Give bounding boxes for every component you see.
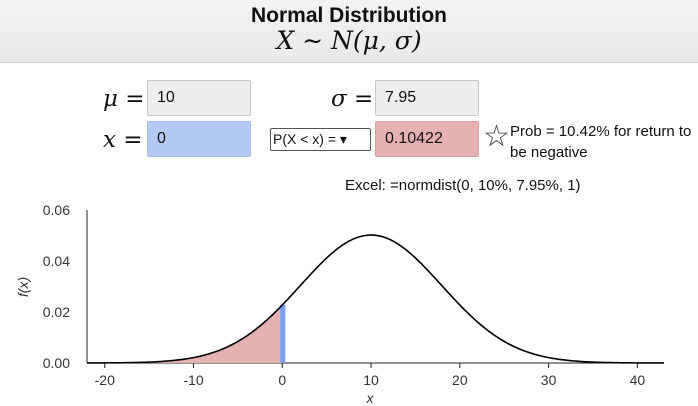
density-chart: 0.00 0.02 0.04 0.06 -20 -10 0 10 20 30 40 f(x) x <box>15 202 665 406</box>
x-tick-label: -20 <box>95 372 115 388</box>
mu-equals: = <box>125 86 145 112</box>
mu-label: μ = <box>103 86 145 112</box>
y-axis-label: f(x) <box>15 277 31 297</box>
mu-input[interactable] <box>147 80 251 116</box>
density-curve <box>87 234 665 364</box>
y-axis: 0.00 0.02 0.04 0.06 <box>43 202 88 371</box>
x-input[interactable] <box>147 121 251 157</box>
x-axis-label: x <box>366 390 375 406</box>
y-tick-label: 0.04 <box>43 253 70 269</box>
x-tick-label: 10 <box>363 372 379 388</box>
sigma-symbol: σ <box>331 86 347 112</box>
shaded-area-left-tail <box>87 304 283 363</box>
excel-formula-note: Excel: =normdist(0, 10%, 7.95%, 1) <box>345 177 581 194</box>
probability-result-field[interactable] <box>375 121 479 157</box>
y-tick-label: 0.06 <box>43 202 70 218</box>
header: Normal Distribution X ∼ N(μ, σ) <box>0 0 698 63</box>
y-tick-label: 0.00 <box>43 355 70 371</box>
star-icon: ☆ <box>483 120 510 153</box>
x-axis: -20 -10 0 10 20 30 40 <box>87 362 664 388</box>
distribution-formula: X ∼ N(μ, σ) <box>276 26 422 55</box>
x-equals: = <box>123 127 143 153</box>
page-title: Normal Distribution <box>250 4 447 27</box>
sigma-equals: = <box>354 86 374 112</box>
x-tick-label: 30 <box>541 372 557 388</box>
x-symbol: x <box>103 127 116 153</box>
x-value-marker <box>280 304 286 363</box>
x-tick-label: 20 <box>452 372 468 388</box>
sigma-input[interactable] <box>375 80 479 116</box>
probability-type-select[interactable]: P(X < x) = ▾ <box>270 128 371 151</box>
x-label: x = <box>103 127 143 153</box>
mu-symbol: μ <box>103 86 118 112</box>
x-tick-label: 0 <box>278 372 286 388</box>
x-tick-label: 40 <box>630 372 646 388</box>
probability-note: Prob = 10.42% for return to be negative <box>510 123 692 161</box>
x-tick-label: -10 <box>183 372 203 388</box>
sigma-label: σ = <box>331 86 373 112</box>
y-tick-label: 0.02 <box>43 304 70 320</box>
